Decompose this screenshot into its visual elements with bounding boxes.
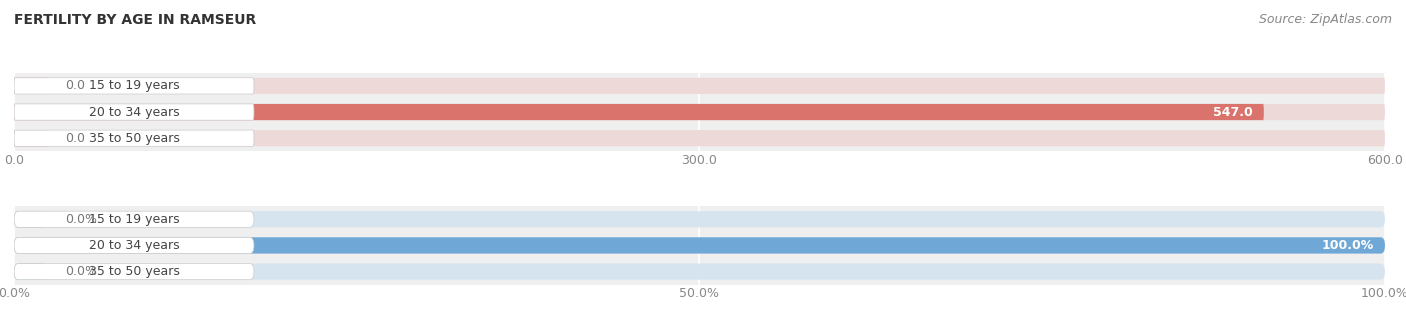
FancyBboxPatch shape: [14, 211, 254, 227]
Text: 547.0: 547.0: [1213, 106, 1253, 118]
FancyBboxPatch shape: [14, 130, 48, 146]
Text: 0.0%: 0.0%: [65, 265, 97, 278]
Text: 100.0%: 100.0%: [1322, 239, 1374, 252]
Text: FERTILITY BY AGE IN RAMSEUR: FERTILITY BY AGE IN RAMSEUR: [14, 13, 256, 27]
FancyBboxPatch shape: [14, 104, 254, 120]
FancyBboxPatch shape: [14, 130, 1385, 146]
FancyBboxPatch shape: [14, 78, 254, 94]
Text: Source: ZipAtlas.com: Source: ZipAtlas.com: [1258, 13, 1392, 26]
Text: 20 to 34 years: 20 to 34 years: [89, 106, 180, 118]
FancyBboxPatch shape: [14, 104, 1385, 120]
Text: 15 to 19 years: 15 to 19 years: [89, 79, 180, 92]
Text: 35 to 50 years: 35 to 50 years: [89, 265, 180, 278]
FancyBboxPatch shape: [14, 130, 254, 146]
FancyBboxPatch shape: [14, 263, 1385, 280]
FancyBboxPatch shape: [14, 263, 48, 280]
Text: 15 to 19 years: 15 to 19 years: [89, 213, 180, 226]
FancyBboxPatch shape: [14, 78, 1385, 94]
FancyBboxPatch shape: [14, 237, 254, 254]
Text: 0.0: 0.0: [65, 79, 84, 92]
FancyBboxPatch shape: [14, 211, 1385, 227]
FancyBboxPatch shape: [14, 78, 48, 94]
FancyBboxPatch shape: [14, 104, 1264, 120]
Text: 20 to 34 years: 20 to 34 years: [89, 239, 180, 252]
FancyBboxPatch shape: [14, 263, 254, 280]
FancyBboxPatch shape: [14, 237, 1385, 254]
FancyBboxPatch shape: [14, 211, 48, 227]
Text: 0.0%: 0.0%: [65, 213, 97, 226]
FancyBboxPatch shape: [14, 237, 1385, 254]
Text: 35 to 50 years: 35 to 50 years: [89, 132, 180, 145]
Text: 0.0: 0.0: [65, 132, 84, 145]
